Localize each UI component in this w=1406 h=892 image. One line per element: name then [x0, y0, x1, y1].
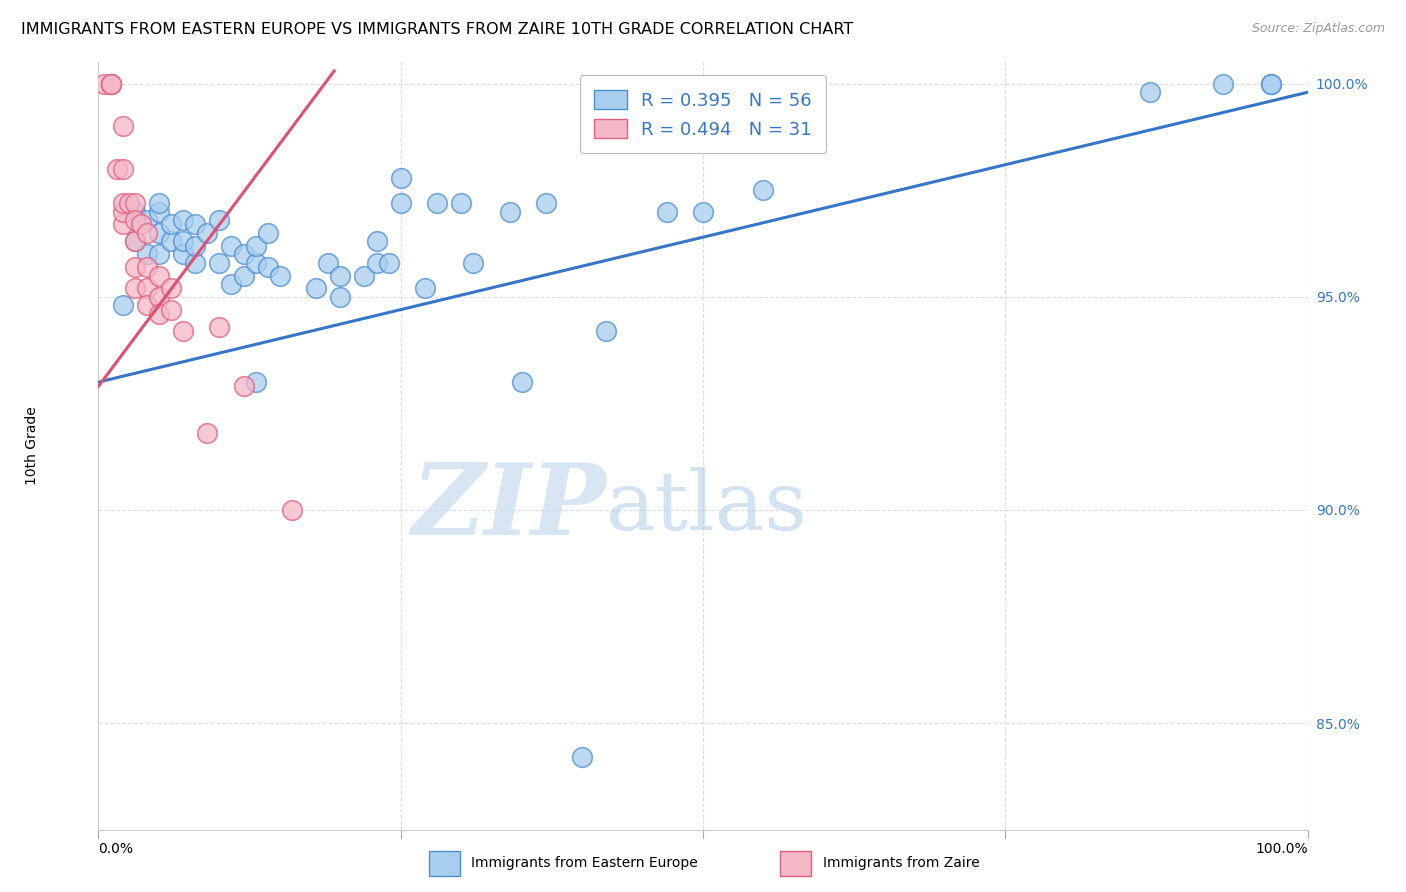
Point — [571, 750, 593, 764]
Point — [148, 307, 170, 321]
Point — [426, 196, 449, 211]
Point — [184, 256, 207, 270]
Point — [232, 379, 254, 393]
Point — [124, 260, 146, 274]
Point — [245, 238, 267, 252]
Point — [111, 120, 134, 134]
Point — [752, 183, 775, 197]
Point — [329, 268, 352, 283]
Point — [148, 268, 170, 283]
Point — [111, 161, 134, 176]
Point — [245, 375, 267, 389]
Point — [111, 218, 134, 232]
Point — [100, 77, 122, 91]
Point — [269, 268, 291, 283]
Point — [1212, 77, 1234, 91]
Point — [498, 204, 520, 219]
Text: 0.0%: 0.0% — [98, 842, 134, 856]
Point — [195, 226, 218, 240]
Point — [172, 324, 194, 338]
Point — [148, 226, 170, 240]
Point — [135, 298, 157, 312]
Point — [124, 196, 146, 211]
Text: IMMIGRANTS FROM EASTERN EUROPE VS IMMIGRANTS FROM ZAIRE 10TH GRADE CORRELATION C: IMMIGRANTS FROM EASTERN EUROPE VS IMMIGR… — [21, 22, 853, 37]
Point — [160, 218, 183, 232]
Point — [160, 302, 183, 317]
Point — [111, 204, 134, 219]
Point — [245, 256, 267, 270]
Point — [463, 256, 485, 270]
Point — [124, 235, 146, 249]
Point — [389, 170, 412, 185]
Point — [172, 247, 194, 261]
Point — [208, 213, 231, 227]
Point — [221, 277, 243, 291]
Point — [129, 218, 152, 232]
Point — [111, 298, 134, 312]
Text: Source: ZipAtlas.com: Source: ZipAtlas.com — [1251, 22, 1385, 36]
Point — [160, 235, 183, 249]
Point — [100, 77, 122, 91]
Point — [366, 256, 388, 270]
Point — [93, 77, 115, 91]
Point — [148, 196, 170, 211]
Point — [184, 238, 207, 252]
Text: 10th Grade: 10th Grade — [25, 407, 39, 485]
Point — [124, 235, 146, 249]
Point — [160, 281, 183, 295]
Point — [450, 196, 472, 211]
Point — [377, 256, 399, 270]
Point — [105, 161, 128, 176]
Point — [172, 235, 194, 249]
Point — [655, 204, 678, 219]
Point — [510, 375, 533, 389]
Point — [1139, 85, 1161, 99]
Point — [124, 281, 146, 295]
Point — [221, 238, 243, 252]
Point — [281, 503, 304, 517]
Text: 100.0%: 100.0% — [1256, 842, 1308, 856]
Point — [534, 196, 557, 211]
Point — [256, 226, 278, 240]
Point — [1260, 77, 1282, 91]
Point — [595, 324, 617, 338]
Point — [232, 247, 254, 261]
Point — [208, 319, 231, 334]
Point — [195, 426, 218, 441]
Point — [135, 260, 157, 274]
Point — [135, 213, 157, 227]
Point — [692, 204, 714, 219]
Text: ZIP: ZIP — [412, 459, 606, 556]
Point — [208, 256, 231, 270]
Point — [135, 281, 157, 295]
Point — [232, 268, 254, 283]
Point — [366, 235, 388, 249]
Point — [124, 213, 146, 227]
Text: atlas: atlas — [606, 467, 808, 548]
Point — [1260, 77, 1282, 91]
Text: Immigrants from Eastern Europe: Immigrants from Eastern Europe — [471, 856, 697, 871]
Point — [316, 256, 339, 270]
Point — [184, 218, 207, 232]
Point — [118, 196, 141, 211]
Point — [124, 204, 146, 219]
Point — [148, 290, 170, 304]
Point — [135, 247, 157, 261]
Point — [111, 196, 134, 211]
Point — [329, 290, 352, 304]
Point — [305, 281, 328, 295]
Point — [413, 281, 436, 295]
Text: Immigrants from Zaire: Immigrants from Zaire — [823, 856, 979, 871]
Point — [148, 247, 170, 261]
Point — [135, 226, 157, 240]
Point — [100, 77, 122, 91]
Legend: R = 0.395   N = 56, R = 0.494   N = 31: R = 0.395 N = 56, R = 0.494 N = 31 — [579, 75, 827, 153]
Point — [353, 268, 375, 283]
Point — [148, 204, 170, 219]
Point — [256, 260, 278, 274]
Point — [172, 213, 194, 227]
Point — [389, 196, 412, 211]
